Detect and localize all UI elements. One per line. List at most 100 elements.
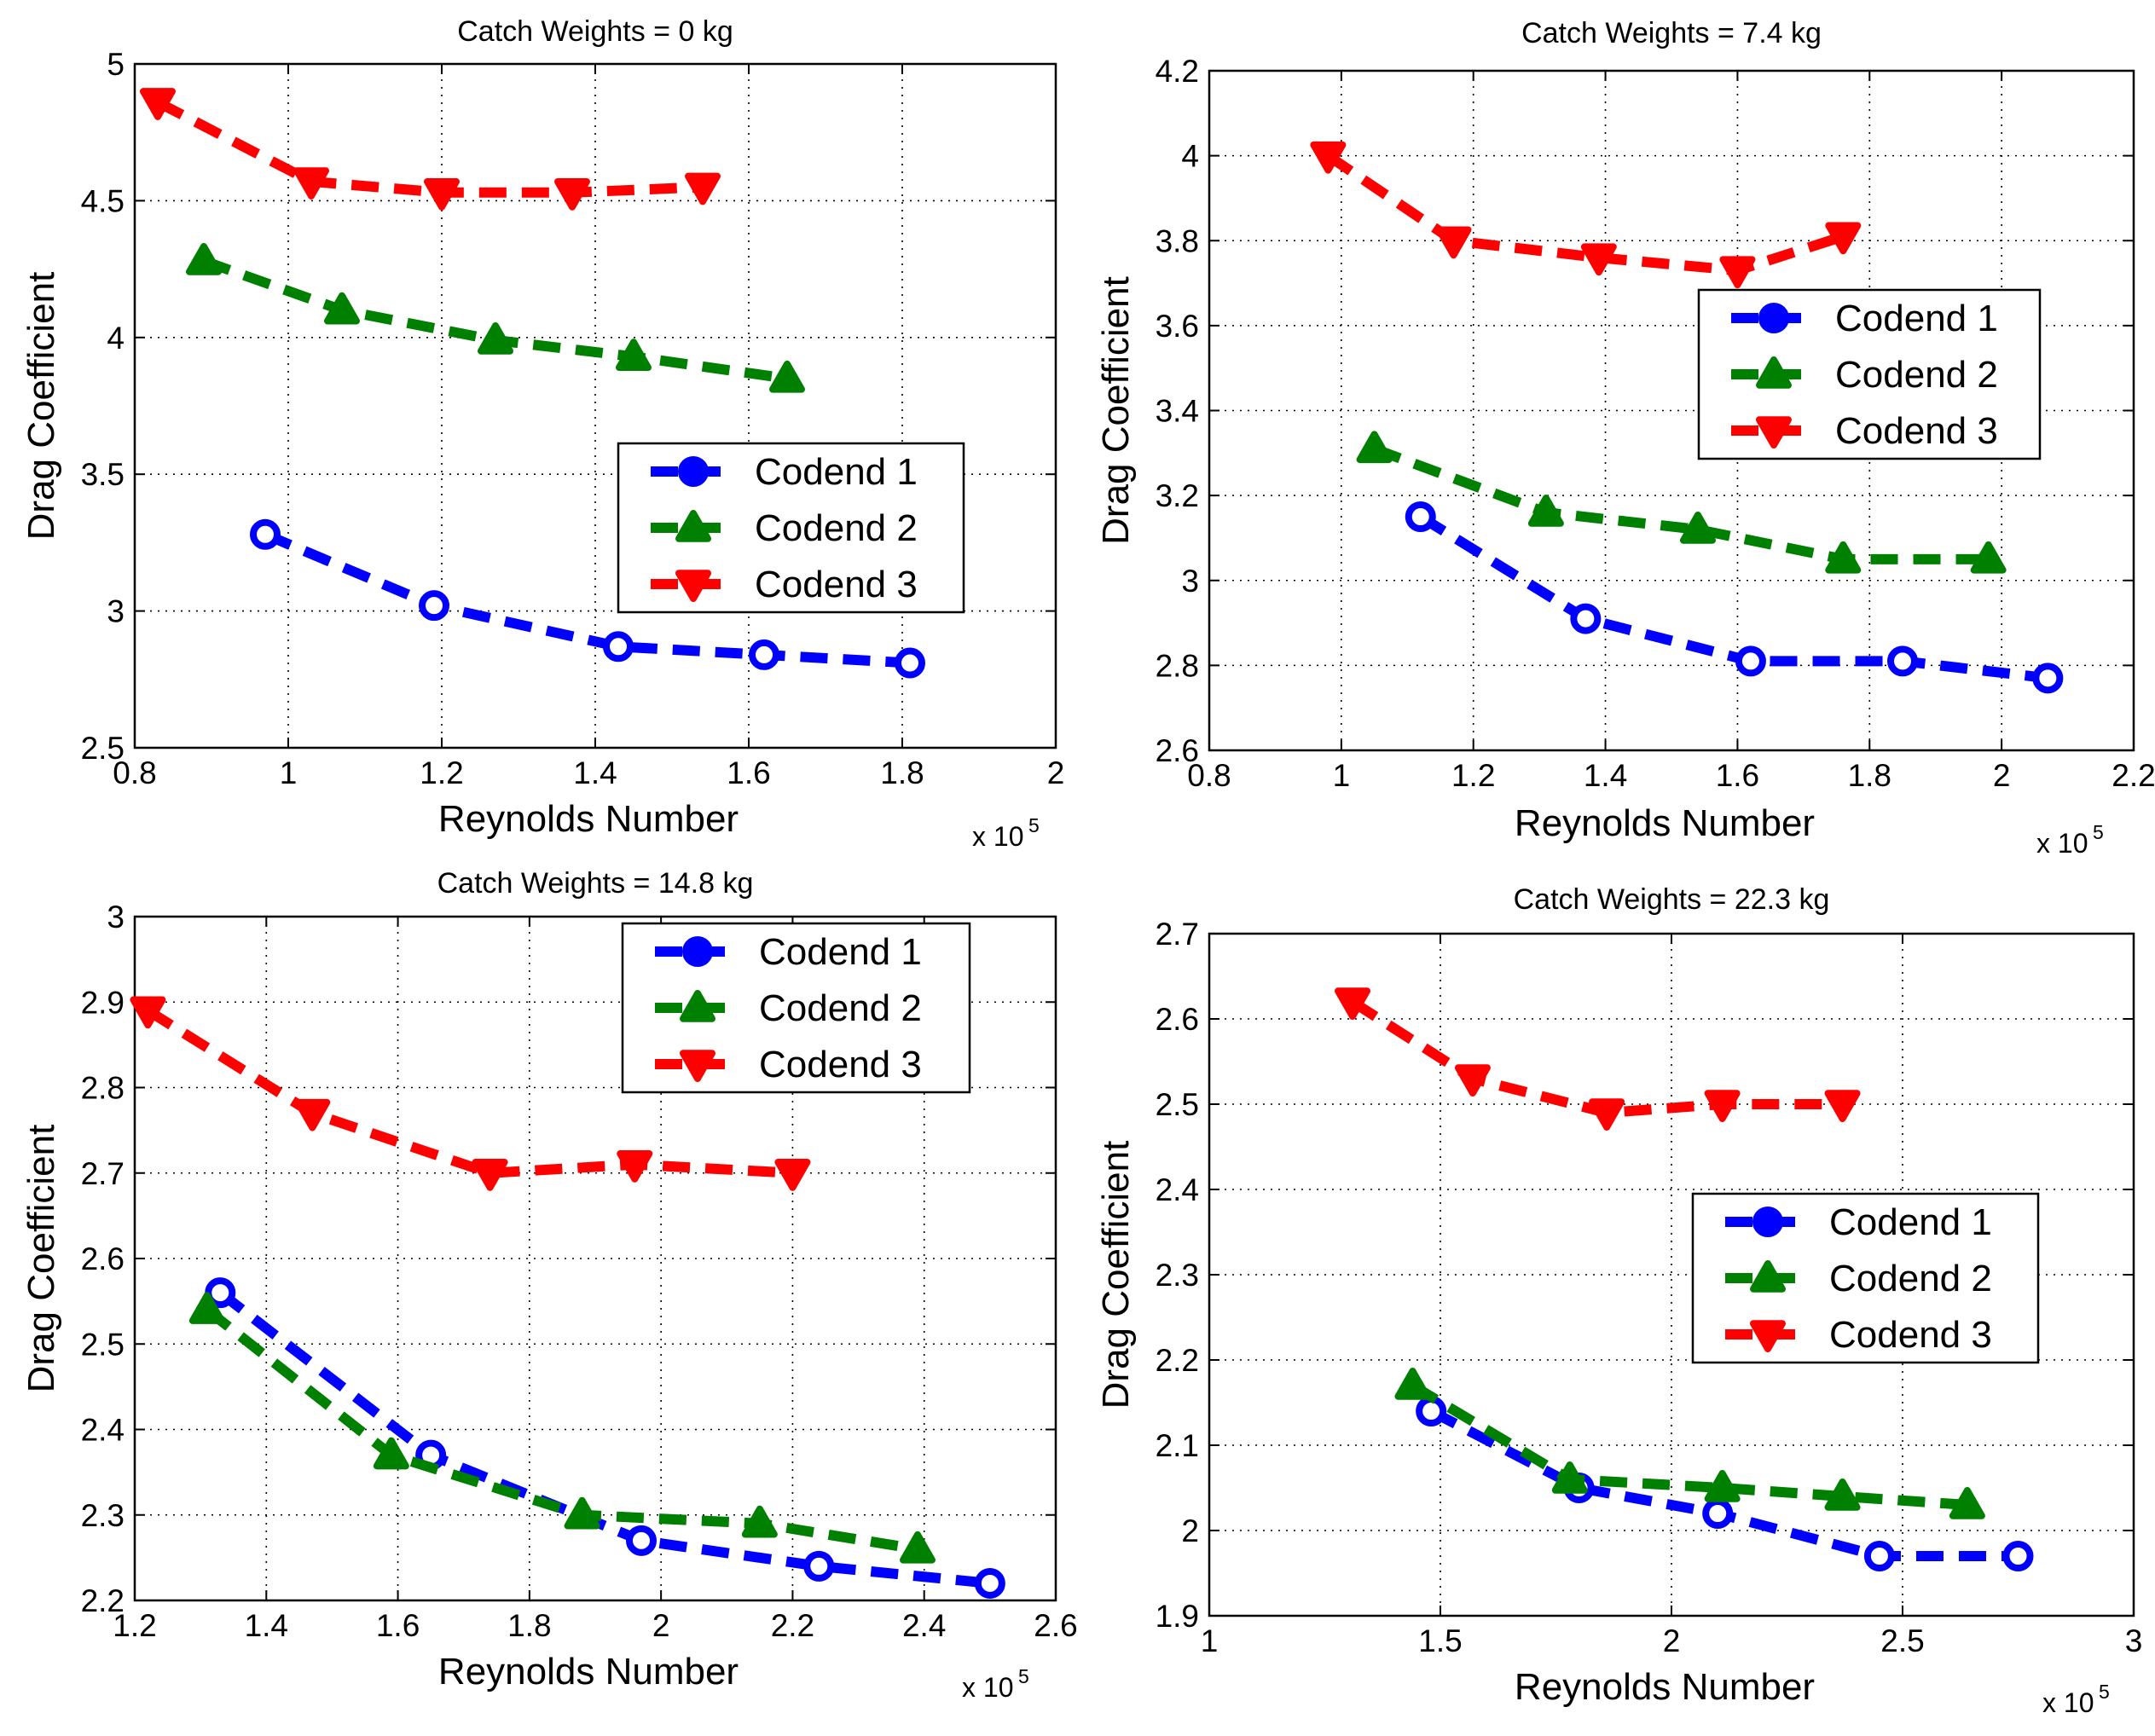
data-point-s2-1 <box>1356 431 1393 464</box>
y-tick-label: 2.8 <box>81 1071 125 1106</box>
x-tick-label: 2 <box>1993 758 2011 793</box>
chart-4: 1 1.5 2 2.5 3 1.9 2 2.1 2.2 2.3 2.4 2.5 2.6 2.7 Catch … <box>1095 883 2142 1718</box>
chart-title: Catch Weights = 22.3 kg <box>1514 883 1830 916</box>
y-axis-label: Drag Coefficient <box>20 272 62 541</box>
legend-label-2: Codend 2 <box>1835 354 1998 396</box>
legend-marker-3 <box>1750 1320 1786 1352</box>
legend-label-2: Codend 2 <box>759 987 922 1029</box>
data-point-s1-2 <box>1570 603 1602 634</box>
data-point-s1-4 <box>1887 645 1918 677</box>
y-tick-label: 2.3 <box>81 1498 125 1533</box>
data-point-s1-5 <box>2032 663 2064 694</box>
chart-3: 1.2 1.4 1.6 1.8 2 2.2 2.4 2.6 2.2 2.3 2.4 2.5 2.6 2.7… <box>20 867 1078 1703</box>
y-tick-label: 2.4 <box>1156 1172 1199 1207</box>
legend-marker-2 <box>1756 356 1792 389</box>
y-tick-label: 4 <box>1181 139 1199 174</box>
data-point-s1-1 <box>250 518 281 550</box>
x-tick-label: 1.2 <box>1451 758 1495 793</box>
data-point-s1-5 <box>895 647 925 679</box>
x-tick-label: 3 <box>2125 1623 2143 1658</box>
legend-label-2: Codend 2 <box>755 507 918 549</box>
x-tick-label: 1.6 <box>727 755 770 790</box>
chart-title: Catch Weights = 0 kg <box>457 15 733 48</box>
y-tick-label: 3.6 <box>1156 309 1199 344</box>
y-tick-label: 2.3 <box>1156 1258 1199 1293</box>
data-point-s3-3 <box>472 1159 508 1191</box>
y-tick-label: 2.5 <box>81 1327 125 1362</box>
data-point-s3-4 <box>1719 256 1756 289</box>
y-tick-label: 2.7 <box>81 1156 125 1191</box>
legend-marker-1 <box>1752 1207 1783 1237</box>
legend-label-1: Codend 1 <box>1835 298 1998 339</box>
y-tick-label: 3.5 <box>81 457 125 492</box>
data-point-s1-3 <box>626 1525 657 1556</box>
y-tick-label: 3.8 <box>1156 223 1199 258</box>
legend-marker-1 <box>682 936 713 967</box>
y-tick-label: 3.2 <box>1156 478 1199 513</box>
data-point-s2-3 <box>1679 511 1716 544</box>
legend-label-1: Codend 1 <box>1829 1201 1992 1243</box>
legend-label-3: Codend 3 <box>1829 1314 1992 1356</box>
x-multiplier: x 10 <box>962 1672 1013 1703</box>
y-tick-label: 4.2 <box>1156 54 1199 89</box>
y-axis-label: Drag Coefficient <box>1095 1141 1137 1409</box>
data-point-s3-4 <box>1704 1090 1741 1122</box>
series-line-1 <box>263 529 911 668</box>
y-tick-label: 2.2 <box>1156 1343 1199 1378</box>
x-axis-label: Reynolds Number <box>438 798 739 840</box>
data-point-s2-3 <box>478 322 513 355</box>
x-tick-label: 1 <box>280 755 298 790</box>
data-point-s3-4 <box>554 178 590 211</box>
data-point-s2-5 <box>1949 1487 1985 1519</box>
x-tick-label: 1.4 <box>573 755 617 790</box>
y-tick-label: 2.4 <box>81 1413 125 1448</box>
data-point-s1-3 <box>1702 1498 1734 1529</box>
x-axis-label: Reynolds Number <box>1515 802 1815 844</box>
x-tick-label: 1 <box>1333 758 1351 793</box>
data-point-s2-4 <box>1825 541 1862 574</box>
data-point-s2-2 <box>1527 495 1564 527</box>
x-tick-label: 1 <box>1201 1623 1219 1658</box>
x-tick-label: 1.8 <box>880 755 924 790</box>
data-point-s2-2 <box>324 292 360 325</box>
x-tick-label: 1.6 <box>376 1608 420 1643</box>
data-point-s1-1 <box>1416 1396 1447 1426</box>
y-tick-label: 2.2 <box>81 1583 125 1618</box>
data-point-s3-5 <box>685 172 721 205</box>
x-tick-label: 1.2 <box>113 1608 156 1643</box>
y-tick-label: 2.6 <box>81 1241 125 1276</box>
chart-title: Catch Weights = 14.8 kg <box>437 867 754 900</box>
legend-label-1: Codend 1 <box>755 451 918 493</box>
y-tick-label: 2.8 <box>1156 648 1199 683</box>
y-tick-label: 3 <box>107 594 125 629</box>
x-tick-label: 1.6 <box>1716 758 1759 793</box>
legend-marker-3 <box>680 1050 715 1082</box>
legend-label-2: Codend 2 <box>1829 1258 1992 1299</box>
data-point-s2-4 <box>741 1505 778 1538</box>
x-axis-label: Reynolds Number <box>438 1651 739 1693</box>
data-point-s2-5 <box>900 1531 936 1564</box>
chart-1: 0.8 1 1.2 1.4 1.6 1.8 2 2.5 3 3.5 4 4.5 5 Catch Weigh… <box>20 15 1064 852</box>
y-tick-label: 1.9 <box>1156 1599 1199 1634</box>
series-line-2 <box>1372 443 1989 564</box>
x-tick-label: 2.2 <box>2112 758 2155 793</box>
x-tick-label: 0.8 <box>1187 758 1231 793</box>
x-multiplier: x 10 <box>2036 828 2088 859</box>
y-tick-label: 3 <box>107 900 125 935</box>
data-point-s2-4 <box>616 339 652 372</box>
y-axis-label: Drag Coefficient <box>20 1125 62 1393</box>
x-tick-label: 2 <box>1047 755 1065 790</box>
x-multiplier-exponent: 5 <box>1018 1665 1029 1687</box>
data-point-s3-5 <box>1825 222 1862 255</box>
legend-label-3: Codend 3 <box>759 1044 922 1085</box>
data-point-s2-2 <box>373 1437 409 1470</box>
data-point-s3-2 <box>294 1098 331 1131</box>
x-axis-label: Reynolds Number <box>1515 1666 1815 1708</box>
data-point-s2-5 <box>769 360 805 393</box>
legend-label-1: Codend 1 <box>759 931 922 973</box>
x-tick-label: 2.4 <box>902 1608 946 1643</box>
x-tick-label: 1.5 <box>1418 1623 1462 1658</box>
data-point-s1-5 <box>2002 1541 2034 1571</box>
y-tick-label: 4.5 <box>81 183 125 218</box>
